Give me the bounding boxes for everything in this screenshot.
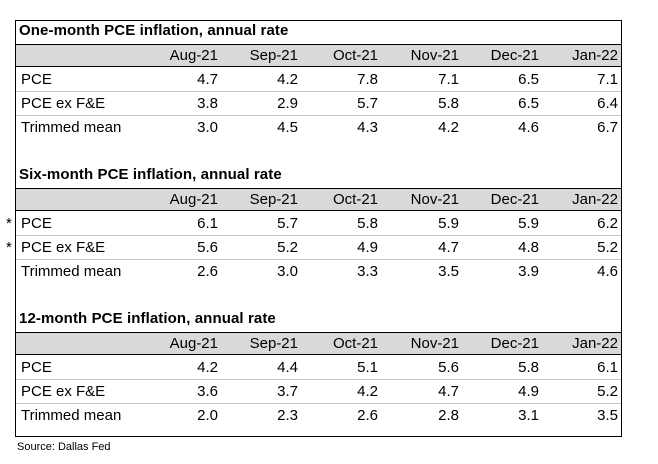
table-cell: 4.3 — [357, 119, 378, 136]
row-marker: * — [6, 215, 12, 232]
column-header: Dec-21 — [490, 335, 539, 352]
column-header: Oct-21 — [332, 47, 378, 64]
table-cell: 5.9 — [438, 215, 459, 232]
column-header: Jan-22 — [572, 335, 618, 352]
column-header-row — [16, 188, 621, 211]
section-title: Six-month PCE inflation, annual rate — [19, 166, 282, 183]
column-header: Dec-21 — [490, 191, 539, 208]
column-header: Aug-21 — [169, 47, 218, 64]
table-cell: 5.7 — [277, 215, 298, 232]
table-frame — [15, 20, 622, 437]
table-cell: 6.5 — [518, 71, 539, 88]
row-divider — [16, 379, 621, 380]
section-title: One-month PCE inflation, annual rate — [19, 22, 289, 39]
table-cell: 3.1 — [518, 407, 539, 424]
table-cell: 5.9 — [518, 215, 539, 232]
table-cell: 4.5 — [277, 119, 298, 136]
table-cell: 2.0 — [197, 407, 218, 424]
table-cell: 3.0 — [277, 263, 298, 280]
table-cell: 4.8 — [518, 239, 539, 256]
table-cell: 6.7 — [597, 119, 618, 136]
table-cell: 3.7 — [277, 383, 298, 400]
column-header-row — [16, 44, 621, 67]
table-cell: 3.0 — [197, 119, 218, 136]
column-header: Oct-21 — [332, 191, 378, 208]
table-cell: 4.9 — [357, 239, 378, 256]
table-cell: 6.2 — [597, 215, 618, 232]
row-label: PCE ex F&E — [21, 95, 106, 112]
section-title: 12-month PCE inflation, annual rate — [19, 310, 276, 327]
table-cell: 5.8 — [357, 215, 378, 232]
table-cell: 4.6 — [597, 263, 618, 280]
table-cell: 3.9 — [518, 263, 539, 280]
column-header: Jan-22 — [572, 191, 618, 208]
row-divider — [16, 403, 621, 404]
column-header: Aug-21 — [169, 191, 218, 208]
column-header: Aug-21 — [169, 335, 218, 352]
table-cell: 4.7 — [438, 383, 459, 400]
table-cell: 3.5 — [597, 407, 618, 424]
table-cell: 7.8 — [357, 71, 378, 88]
table-cell: 4.2 — [357, 383, 378, 400]
column-header: Sep-21 — [249, 47, 298, 64]
row-divider — [16, 235, 621, 236]
column-header: Nov-21 — [410, 47, 459, 64]
row-divider — [16, 115, 621, 116]
row-label: Trimmed mean — [21, 119, 122, 136]
table-cell: 4.2 — [438, 119, 459, 136]
table-cell: 6.1 — [197, 215, 218, 232]
table-cell: 5.2 — [597, 239, 618, 256]
table-cell: 5.8 — [438, 95, 459, 112]
table-cell: 4.4 — [277, 359, 298, 376]
row-divider — [16, 91, 621, 92]
table-cell: 5.2 — [597, 383, 618, 400]
table-cell: 5.2 — [277, 239, 298, 256]
table-cell: 4.7 — [438, 239, 459, 256]
table-cell: 7.1 — [438, 71, 459, 88]
table-cell: 2.3 — [277, 407, 298, 424]
source-note: Source: Dallas Fed — [17, 441, 111, 453]
column-header: Nov-21 — [410, 335, 459, 352]
row-label: PCE — [21, 215, 52, 232]
table-cell: 3.6 — [197, 383, 218, 400]
row-label: PCE — [21, 71, 52, 88]
table-cell: 4.2 — [277, 71, 298, 88]
table-cell: 3.8 — [197, 95, 218, 112]
table-cell: 3.3 — [357, 263, 378, 280]
table-cell: 6.5 — [518, 95, 539, 112]
column-header: Sep-21 — [249, 191, 298, 208]
table-cell: 5.6 — [197, 239, 218, 256]
table-cell: 5.1 — [357, 359, 378, 376]
column-header: Sep-21 — [249, 335, 298, 352]
table-cell: 4.6 — [518, 119, 539, 136]
row-label: PCE ex F&E — [21, 239, 106, 256]
row-marker: * — [6, 239, 12, 256]
row-divider — [16, 259, 621, 260]
table-cell: 4.2 — [197, 359, 218, 376]
column-header-row — [16, 332, 621, 355]
table-cell: 4.9 — [518, 383, 539, 400]
table-cell: 5.6 — [438, 359, 459, 376]
column-header: Oct-21 — [332, 335, 378, 352]
column-header: Nov-21 — [410, 191, 459, 208]
table-cell: 2.6 — [357, 407, 378, 424]
row-label: PCE ex F&E — [21, 383, 106, 400]
table-cell: 6.1 — [597, 359, 618, 376]
row-label: PCE — [21, 359, 52, 376]
table-cell: 4.7 — [197, 71, 218, 88]
table-cell: 2.9 — [277, 95, 298, 112]
column-header: Dec-21 — [490, 47, 539, 64]
column-header: Jan-22 — [572, 47, 618, 64]
table-cell: 2.8 — [438, 407, 459, 424]
row-label: Trimmed mean — [21, 407, 122, 424]
table-cell: 7.1 — [597, 71, 618, 88]
table-cell: 5.7 — [357, 95, 378, 112]
row-label: Trimmed mean — [21, 263, 122, 280]
table-cell: 3.5 — [438, 263, 459, 280]
table-cell: 2.6 — [197, 263, 218, 280]
table-cell: 6.4 — [597, 95, 618, 112]
table-cell: 5.8 — [518, 359, 539, 376]
